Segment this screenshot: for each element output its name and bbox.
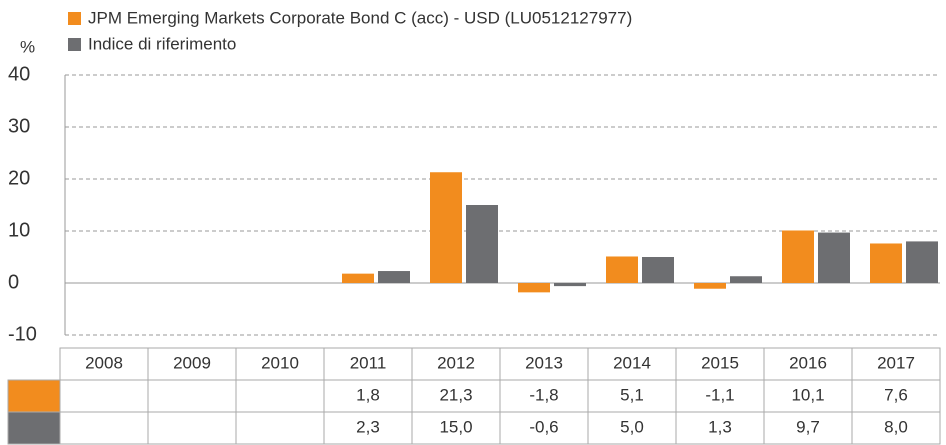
table-value: 15,0 <box>439 417 472 436</box>
table-cell <box>235 379 325 413</box>
table-value: -1,1 <box>705 385 734 404</box>
table-header: 2010 <box>261 353 299 372</box>
bar <box>606 256 638 283</box>
bar <box>554 283 586 287</box>
y-tick-label: 0 <box>8 271 19 293</box>
table-cell <box>7 411 61 445</box>
table-header: 2014 <box>613 353 651 372</box>
bar <box>782 230 814 283</box>
table-header: 2008 <box>85 353 123 372</box>
bar <box>870 243 902 283</box>
table-header: 2016 <box>789 353 827 372</box>
table-header: 2012 <box>437 353 475 372</box>
table-value: 2,3 <box>356 417 380 436</box>
table-value: 5,0 <box>620 417 644 436</box>
legend-swatch <box>68 38 81 51</box>
table-value: 10,1 <box>791 385 824 404</box>
table-value: 1,8 <box>356 385 380 404</box>
table-cell <box>59 411 149 445</box>
bar <box>818 232 850 283</box>
bar <box>642 257 674 283</box>
legend-label: Indice di riferimento <box>88 34 236 53</box>
table-header: 2017 <box>877 353 915 372</box>
y-axis-label: % <box>20 37 35 56</box>
y-tick-label: -10 <box>8 323 37 345</box>
y-tick-label: 20 <box>8 167 30 189</box>
bar <box>518 283 550 293</box>
table-header: 2011 <box>350 353 387 372</box>
table-value: 8,0 <box>884 417 908 436</box>
y-tick-label: 10 <box>8 219 30 241</box>
table-header: 2015 <box>701 353 739 372</box>
table-cell <box>147 411 237 445</box>
table-cell <box>851 411 941 445</box>
table-value: 9,7 <box>796 417 820 436</box>
table-swatch <box>8 412 60 444</box>
table-cell <box>59 379 149 413</box>
y-tick-label: 40 <box>8 63 30 85</box>
y-tick-label: 30 <box>8 115 30 137</box>
table-cell <box>235 411 325 445</box>
bar <box>906 241 938 283</box>
bar <box>378 271 410 283</box>
bar <box>694 283 726 289</box>
bar <box>342 273 374 283</box>
table-header: 2009 <box>173 353 211 372</box>
table-value: 5,1 <box>620 385 644 404</box>
table-value: 21,3 <box>439 385 472 404</box>
table-cell <box>147 379 237 413</box>
table-value: 7,6 <box>884 385 908 404</box>
table-value: -1,8 <box>529 385 558 404</box>
table-header: 2013 <box>525 353 563 372</box>
legend-swatch <box>68 12 81 25</box>
table-value: -0,6 <box>529 417 558 436</box>
bar <box>466 205 498 283</box>
legend-label: JPM Emerging Markets Corporate Bond C (a… <box>88 8 632 27</box>
bar <box>430 172 462 283</box>
table-swatch <box>8 380 60 412</box>
table-value: 1,3 <box>708 417 732 436</box>
bar <box>730 276 762 283</box>
